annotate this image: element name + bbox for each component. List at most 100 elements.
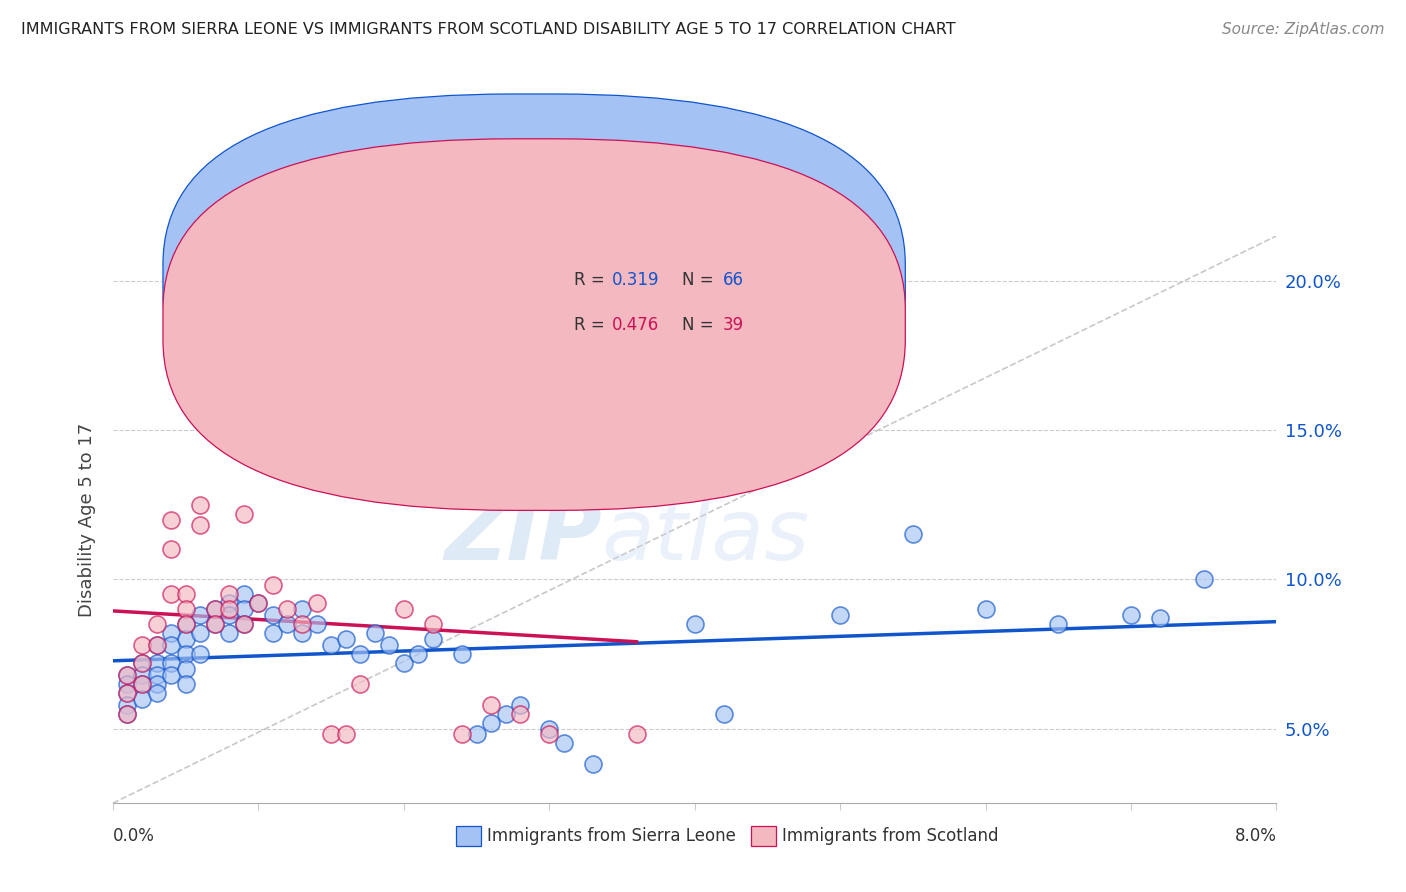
Point xyxy=(479,715,502,730)
Point xyxy=(509,698,531,712)
Point xyxy=(305,617,328,632)
Point xyxy=(1149,611,1171,625)
FancyBboxPatch shape xyxy=(163,94,905,466)
Point xyxy=(232,507,254,521)
Point xyxy=(553,736,575,750)
Point xyxy=(538,722,561,736)
Text: Source: ZipAtlas.com: Source: ZipAtlas.com xyxy=(1222,22,1385,37)
Point xyxy=(465,727,488,741)
Point xyxy=(131,667,153,681)
Point xyxy=(974,602,997,616)
Point xyxy=(495,706,517,721)
Text: atlas: atlas xyxy=(602,495,810,578)
Point xyxy=(349,647,371,661)
Point xyxy=(247,596,270,610)
Point xyxy=(582,757,605,772)
Point xyxy=(291,602,314,616)
Text: 0.319: 0.319 xyxy=(612,271,659,289)
Point xyxy=(218,602,240,616)
Point xyxy=(582,378,605,392)
Point xyxy=(538,727,561,741)
Point xyxy=(451,647,474,661)
Point xyxy=(174,617,197,632)
Text: 66: 66 xyxy=(723,271,744,289)
Point xyxy=(174,647,197,661)
Point xyxy=(276,617,298,632)
Point xyxy=(160,656,183,670)
Point xyxy=(160,587,183,601)
Point xyxy=(160,667,183,681)
Point xyxy=(319,638,342,652)
Point xyxy=(291,626,314,640)
Point xyxy=(188,626,211,640)
Point xyxy=(335,727,357,741)
Text: IMMIGRANTS FROM SIERRA LEONE VS IMMIGRANTS FROM SCOTLAND DISABILITY AGE 5 TO 17 : IMMIGRANTS FROM SIERRA LEONE VS IMMIGRAN… xyxy=(21,22,956,37)
Point xyxy=(218,587,240,601)
Text: Immigrants from Scotland: Immigrants from Scotland xyxy=(782,827,998,845)
Point xyxy=(174,587,197,601)
Point xyxy=(131,677,153,691)
Point xyxy=(247,596,270,610)
FancyBboxPatch shape xyxy=(163,139,905,510)
Point xyxy=(117,667,139,681)
Point xyxy=(319,727,342,741)
Point xyxy=(188,518,211,533)
Point xyxy=(174,677,197,691)
Text: 0.476: 0.476 xyxy=(612,316,659,334)
Point xyxy=(509,706,531,721)
Point xyxy=(262,578,284,592)
Point xyxy=(232,617,254,632)
Point xyxy=(276,602,298,616)
Point xyxy=(626,727,648,741)
Point xyxy=(188,498,211,512)
Point xyxy=(160,512,183,526)
Point xyxy=(901,527,924,541)
Point xyxy=(218,626,240,640)
Point xyxy=(262,608,284,623)
Text: 8.0%: 8.0% xyxy=(1234,827,1277,845)
Point xyxy=(117,667,139,681)
Point xyxy=(479,698,502,712)
Point xyxy=(160,638,183,652)
Point xyxy=(218,596,240,610)
Point xyxy=(204,602,226,616)
Point xyxy=(204,617,226,632)
Point xyxy=(174,662,197,676)
Point xyxy=(1119,608,1142,623)
Point xyxy=(392,602,415,616)
Point xyxy=(262,626,284,640)
FancyBboxPatch shape xyxy=(491,259,887,352)
Point xyxy=(232,602,254,616)
Point xyxy=(131,656,153,670)
Point xyxy=(305,596,328,610)
Text: R =: R = xyxy=(574,316,610,334)
Point xyxy=(188,608,211,623)
Point xyxy=(117,706,139,721)
Point xyxy=(117,698,139,712)
Y-axis label: Disability Age 5 to 17: Disability Age 5 to 17 xyxy=(79,423,96,616)
Point xyxy=(160,626,183,640)
Point xyxy=(131,677,153,691)
Point xyxy=(131,656,153,670)
Point xyxy=(145,686,167,700)
Point xyxy=(117,706,139,721)
Text: 39: 39 xyxy=(723,316,744,334)
Point xyxy=(218,608,240,623)
Point xyxy=(131,691,153,706)
Point xyxy=(422,632,444,646)
Text: Immigrants from Sierra Leone: Immigrants from Sierra Leone xyxy=(486,827,735,845)
Text: N =: N = xyxy=(682,316,718,334)
Point xyxy=(422,617,444,632)
Point xyxy=(145,638,167,652)
Text: 0.0%: 0.0% xyxy=(112,827,155,845)
Point xyxy=(117,686,139,700)
Point xyxy=(174,617,197,632)
Point xyxy=(408,647,430,661)
Point xyxy=(349,677,371,691)
Point xyxy=(364,348,387,362)
Point xyxy=(174,602,197,616)
Point xyxy=(145,617,167,632)
Point xyxy=(364,626,387,640)
Point xyxy=(145,638,167,652)
Point xyxy=(131,638,153,652)
